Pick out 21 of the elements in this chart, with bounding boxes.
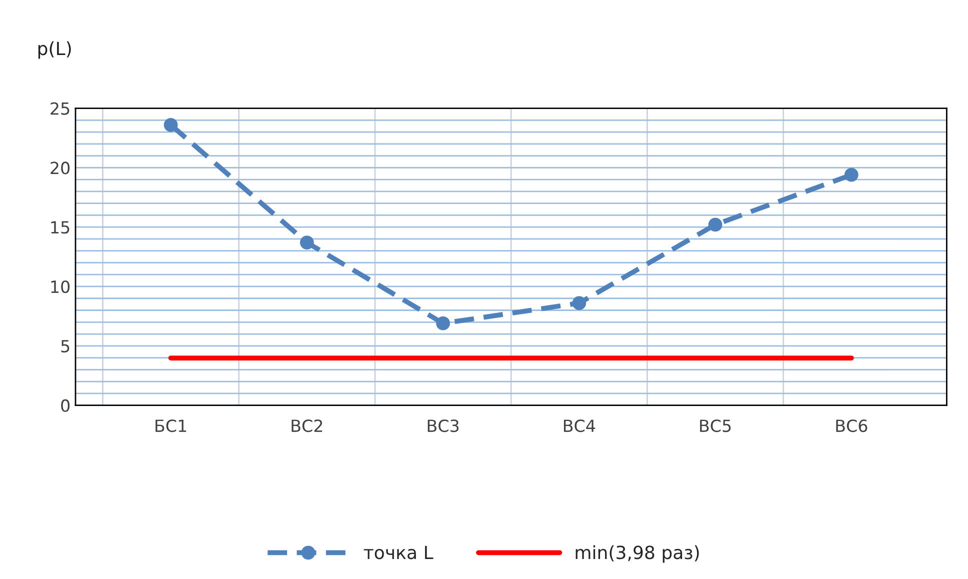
y-tick-label: 5 [61, 340, 70, 352]
y-tick-label: 10 [51, 280, 70, 294]
y-axis-title: p(L) [38, 41, 71, 59]
legend-label: min(3,98 раз) [576, 545, 699, 563]
point [436, 316, 450, 330]
y-tick-label: 15 [51, 221, 70, 234]
point [300, 236, 314, 250]
y-tick-label: 0 [61, 399, 70, 412]
point [708, 218, 722, 232]
point [844, 168, 858, 182]
point [572, 296, 586, 310]
y-tick-label: 20 [50, 162, 70, 174]
x-tick-label: БС1 [156, 419, 186, 432]
x-tick-label: ВС6 [836, 419, 868, 432]
x-tick-label: ВС3 [428, 419, 459, 432]
point [164, 118, 178, 132]
x-tick-label: ВС5 [700, 419, 731, 432]
y-tick-label: 25 [50, 102, 70, 115]
legend-label: точка L [364, 546, 434, 560]
x-tick-label: ВС4 [564, 419, 596, 432]
x-tick-label: ВС2 [292, 419, 322, 432]
